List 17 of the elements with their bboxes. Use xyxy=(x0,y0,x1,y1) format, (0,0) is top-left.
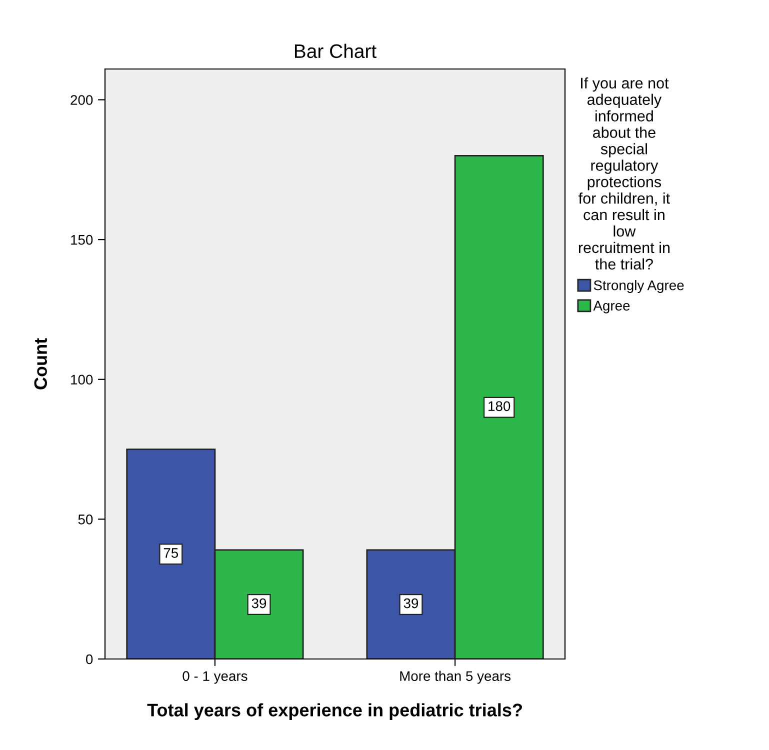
data-label: 180 xyxy=(488,401,510,412)
data-label: 39 xyxy=(404,598,418,608)
y-tick-label: 200 xyxy=(70,95,93,105)
text: If you are not adequately informed about the special regulatory protections for children, it can result in low recruitment in the trial? xyxy=(578,77,670,270)
y-tick-label: 0 xyxy=(86,654,93,664)
data-label: 75 xyxy=(164,548,178,558)
y-tick-label: 50 xyxy=(78,514,93,524)
legend-label: Agree xyxy=(593,300,630,314)
y-axis-title: Count xyxy=(34,338,48,390)
y-tick-label: 100 xyxy=(71,374,93,385)
x-tick-label: More than 5 years xyxy=(400,670,511,684)
x-axis-title: Total years of experience in pediatric trials? xyxy=(147,703,522,720)
x-tick-label: 0 - 1 years xyxy=(182,671,248,684)
chart-title: Bar Chart xyxy=(294,44,376,58)
legend-label: Strongly Agree xyxy=(594,280,684,293)
data-label: 39 xyxy=(252,598,266,608)
y-tick-label: 150 xyxy=(71,234,93,245)
